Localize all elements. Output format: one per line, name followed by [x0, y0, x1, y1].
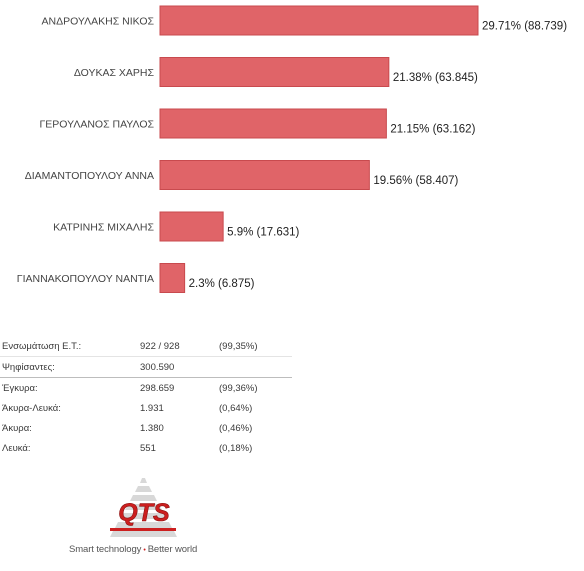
- stats-value: 551: [140, 442, 156, 454]
- data-label: 2.3% (6.875): [189, 278, 255, 290]
- stats-value: 300.590: [138, 356, 217, 378]
- bar: [159, 211, 224, 242]
- data-label: 19.56% (58.407): [373, 175, 458, 187]
- stats-label: Ψηφίσαντες:: [0, 356, 138, 378]
- category-label: ΚΑΤΡΙΝΗΣ ΜΙΧΑΛΗΣ: [53, 222, 154, 234]
- qts-logo: QTS: [68, 478, 218, 560]
- tagline-separator: •: [143, 547, 146, 554]
- category-label: ΔΙΑΜΑΝΤΟΠΟΥΛΟΥ ΑΝΝΑ: [25, 170, 154, 182]
- category-label: ΔΟΥΚΑΣ ΧΑΡΗΣ: [74, 67, 155, 79]
- bar: [159, 57, 390, 87]
- stats-label: Λευκά:: [2, 442, 31, 454]
- bar: [159, 160, 370, 190]
- stats-row-integration: Ενσωμάτωση Ε.Τ.: 922 / 928 (99,35%): [0, 336, 292, 357]
- stats-value: 1.931: [140, 402, 164, 414]
- election-stats-table: Ενσωμάτωση Ε.Τ.: 922 / 928 (99,35%) Ψηφί…: [0, 336, 292, 458]
- stats-value: 298.659: [140, 382, 175, 394]
- stats-label: Άκυρα:: [2, 422, 32, 434]
- stats-percent: (99,36%): [219, 382, 258, 394]
- stats-row-valid: Έγκυρα: 298.659 (99,36%): [0, 378, 292, 399]
- stats-value: 922 / 928: [138, 336, 217, 357]
- stats-row-blank: Λευκά: 551 (0,18%): [0, 438, 292, 458]
- category-label: ΑΝΔΡΟΥΛΑΚΗΣ ΝΙΚΟΣ: [41, 16, 154, 28]
- bar-chart: ΑΝΔΡΟΥΛΑΚΗΣ ΝΙΚΟΣ 29.71% (88.739) ΔΟΥΚΑΣ Χ…: [17, 5, 567, 293]
- chart-svg: ΑΝΔΡΟΥΛΑΚΗΣ ΝΙΚΟΣ 29.71% (88.739) ΔΟΥΚΑΣ Χ…: [17, 5, 567, 293]
- pyramid-graphic: [110, 478, 177, 537]
- logo-tagline: Smart technology • Better world: [69, 544, 197, 555]
- category-label: ΓΙΑΝΝΑΚΟΠΟΥΛΟΥ ΝΑΝΤΙΑ: [17, 273, 154, 285]
- stats-row-invalid: Άκυρα: 1.380 (0,46%): [0, 418, 292, 438]
- data-label: 21.15% (63.162): [390, 124, 475, 136]
- stats-percent: (0,46%): [219, 422, 253, 434]
- category-label: ΓΕΡΟΥΛΑΝΟΣ ΠΑΥΛΟΣ: [39, 119, 154, 131]
- stats-label: Ενσωμάτωση Ε.Τ.:: [0, 336, 138, 357]
- stats-percent: (99,35%): [217, 336, 292, 357]
- bar: [159, 263, 186, 293]
- stats-percent: (0,64%): [219, 402, 253, 414]
- bar: [159, 108, 387, 139]
- tagline-left: Smart technology: [69, 544, 142, 555]
- stats-label: Άκυρα-Λευκά:: [2, 402, 61, 414]
- logo-wordmark: QTS: [118, 499, 170, 527]
- stats-percent: (0,18%): [219, 442, 253, 454]
- logo-underline: [110, 528, 176, 531]
- data-label: 5.9% (17.631): [227, 227, 299, 239]
- data-label: 29.71% (88.739): [482, 21, 567, 33]
- stats-percent: [217, 356, 292, 378]
- qts-logo-mark: QTS: [110, 478, 177, 537]
- data-label: 21.38% (63.845): [393, 72, 478, 84]
- bar: [159, 5, 479, 36]
- stats-value: 1.380: [140, 422, 164, 434]
- tagline-right: Better world: [147, 544, 198, 555]
- stats-row-invalid-blank: Άκυρα-Λευκά: 1.931 (0,64%): [0, 398, 292, 418]
- stats-row-voters: Ψηφίσαντες: 300.590: [0, 356, 292, 378]
- stats-label: Έγκυρα:: [2, 382, 38, 394]
